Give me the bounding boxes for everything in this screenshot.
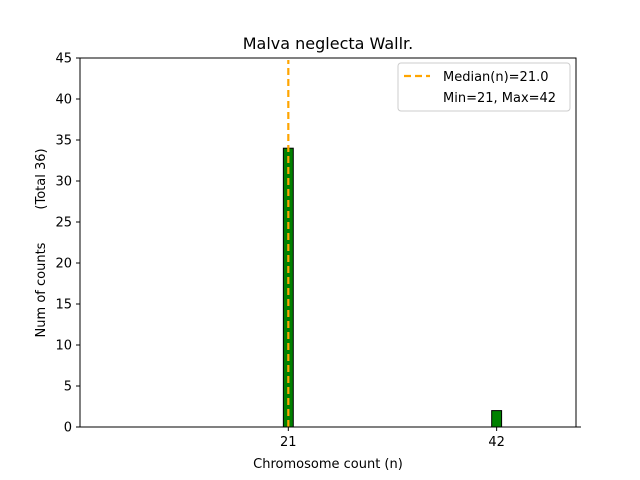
y-axis-total-label: (Total 36) — [34, 148, 49, 209]
y-tick-label: 40 — [55, 93, 72, 108]
y-tick-label: 30 — [55, 175, 72, 190]
y-tick-label: 25 — [55, 216, 72, 231]
y-tick-label: 20 — [55, 257, 72, 272]
y-tick-label: 35 — [55, 134, 72, 149]
bar-42 — [491, 410, 503, 428]
y-axis-label-group: Num of counts (Total 36) — [34, 148, 49, 337]
y-tick-label: 45 — [55, 52, 72, 67]
y-axis-label: Num of counts — [34, 242, 49, 337]
y-tick-label: 0 — [64, 421, 72, 436]
x-tick-label: 21 — [280, 435, 297, 450]
x-tick-label: 42 — [488, 435, 505, 450]
chart-title: Malva neglecta Wallr. — [243, 34, 414, 53]
axes-frame — [79, 57, 577, 428]
y-tick-label: 10 — [55, 339, 72, 354]
y-axis: 0 5 10 15 20 25 30 35 40 45 — [55, 52, 80, 436]
x-axis: 21 42 — [280, 427, 505, 450]
legend-range-label: Min=21, Max=42 — [443, 91, 556, 106]
legend: Median(n)=21.0 Min=21, Max=42 — [397, 62, 571, 112]
legend-median-label: Median(n)=21.0 — [443, 70, 549, 85]
legend-box — [397, 62, 571, 112]
y-tick-label: 5 — [64, 380, 72, 395]
y-tick-label: 15 — [55, 298, 72, 313]
x-axis-label: Chromosome count (n) — [253, 457, 403, 472]
